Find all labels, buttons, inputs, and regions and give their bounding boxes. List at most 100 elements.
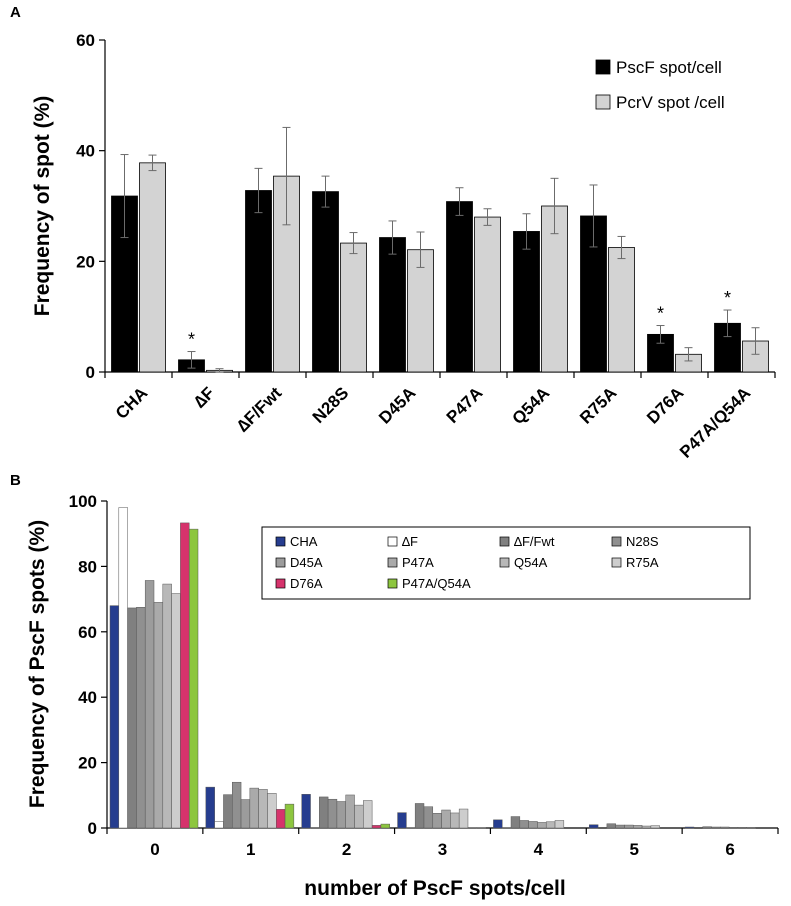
legend-swatch-b — [275, 536, 286, 547]
bar-q54a — [641, 825, 652, 829]
y-tick-label-a: 0 — [86, 363, 95, 382]
bar-r75a — [267, 793, 277, 829]
y-tick-label-b: 100 — [69, 492, 97, 511]
bar--f — [214, 821, 224, 829]
bar-n28s — [615, 824, 625, 829]
bar-pcrv — [608, 247, 635, 373]
bar--f — [118, 507, 128, 829]
x-tick-label-b: 0 — [150, 840, 159, 859]
x-tick-label-b: 5 — [629, 840, 638, 859]
y-tick-label-a: 20 — [76, 252, 95, 271]
y-tick-label-b: 0 — [88, 819, 97, 838]
legend-swatch-b — [499, 557, 510, 568]
x-tick-label-b: 1 — [246, 840, 255, 859]
bar--f-fwt — [510, 816, 521, 829]
y-axis-label-a: Frequency of spot (%) — [31, 96, 54, 317]
x-tick-label-a: P47A — [443, 383, 487, 427]
bar-q54a — [258, 789, 268, 829]
bar-pcrv — [407, 249, 434, 373]
legend-swatch-b — [275, 557, 286, 568]
legend-swatch-b — [387, 557, 398, 568]
bar-d45a — [144, 580, 155, 829]
y-tick-label-b: 40 — [78, 688, 97, 707]
bar-d45a — [240, 799, 251, 829]
bar-r75a — [746, 827, 756, 829]
bar-d76a — [276, 809, 286, 829]
y-tick-label-b: 80 — [78, 557, 97, 576]
x-tick-label-a: R75A — [576, 383, 620, 427]
bar-q54a — [450, 812, 460, 829]
significance-marker: * — [188, 330, 195, 350]
legend-label-b: P47A/Q54A — [402, 576, 471, 591]
bar-d76a — [371, 825, 382, 829]
legend-label-a: PcrV spot /cell — [616, 93, 725, 112]
bar--f-fwt — [606, 823, 616, 829]
bar-cha — [397, 812, 407, 829]
legend-swatch-b — [387, 578, 398, 589]
legend-label-a: PscF spot/cell — [616, 58, 722, 77]
bar-p47a-q54a — [188, 528, 199, 829]
legend-swatch-b — [499, 536, 510, 547]
bar-r75a — [171, 593, 181, 829]
bar-r75a — [554, 820, 565, 829]
bar-q54a — [162, 583, 172, 829]
bar-pcrv — [340, 242, 367, 373]
bar-n28s — [136, 607, 146, 829]
chart-b: Frequency of PscF spots (%) number of Ps… — [26, 492, 779, 900]
x-tick-label-b: 3 — [438, 840, 447, 859]
bar-q54a — [737, 827, 747, 829]
legend-label-b: R75A — [626, 555, 659, 570]
x-axis-label-b: number of PscF spots/cell — [304, 877, 565, 900]
y-tick-label-a: 60 — [76, 31, 95, 50]
y-tick-label-b: 60 — [78, 623, 97, 642]
legend-label-b: ∆F/Fwt — [514, 534, 555, 549]
bar-p47a — [537, 822, 547, 829]
legend-label-b: N28S — [626, 534, 659, 549]
bar--f — [310, 827, 320, 829]
bar-p47a-q54a — [284, 803, 295, 829]
y-tick-label-b: 20 — [78, 754, 97, 773]
x-tick-label-a: Q54A — [508, 383, 553, 428]
bar-p47a — [633, 825, 643, 829]
bar-r75a — [363, 800, 373, 829]
bar-d45a — [624, 824, 634, 829]
bar-pcrv — [474, 216, 501, 373]
bar--f-fwt — [319, 796, 329, 829]
x-tick-label-a: ∆F/Fwt — [233, 383, 285, 435]
bar-cha — [493, 819, 503, 829]
bar-cha — [684, 826, 695, 829]
bar-p47a — [153, 602, 164, 829]
x-tick-label-b: 6 — [725, 840, 734, 859]
y-axis-label-b: Frequency of PscF spots (%) — [26, 520, 49, 808]
bar-pscf — [513, 231, 540, 373]
significance-marker: * — [724, 288, 731, 308]
x-tick-label-b: 2 — [342, 840, 351, 859]
bar-n28s — [519, 820, 529, 829]
x-tick-label-a: P47A/Q54A — [676, 383, 754, 461]
bar-cha — [301, 794, 311, 829]
legend-swatch-b — [611, 536, 622, 547]
bar--f-fwt — [127, 607, 137, 829]
x-tick-label-a: CHA — [112, 383, 151, 422]
panel-label-b: B — [10, 472, 21, 489]
significance-marker: * — [657, 304, 664, 324]
bar-p47a — [441, 809, 451, 829]
bar-cha — [109, 605, 120, 829]
legend-swatch-b — [387, 536, 398, 547]
bar-q54a — [354, 804, 364, 829]
bar-r75a — [458, 808, 469, 829]
chart-a: Frequency of spot (%) 0 20 40 60 CHA * ∆F ∆F/Fw… — [31, 31, 776, 462]
bar-q54a — [545, 821, 556, 829]
bar-d45a — [336, 801, 346, 829]
bar-p47a — [728, 827, 739, 829]
bar-cha — [589, 824, 599, 829]
legend-swatch-a — [595, 94, 611, 110]
legend-label-b: CHA — [290, 534, 318, 549]
bar-pscf — [245, 190, 272, 373]
x-tick-label-a: N28S — [309, 383, 353, 427]
bar--f-fwt — [702, 826, 712, 829]
bar-d45a — [432, 813, 442, 829]
bar-r75a — [650, 825, 660, 829]
bar-p47a — [249, 787, 259, 829]
legend-swatch-a — [595, 59, 611, 75]
